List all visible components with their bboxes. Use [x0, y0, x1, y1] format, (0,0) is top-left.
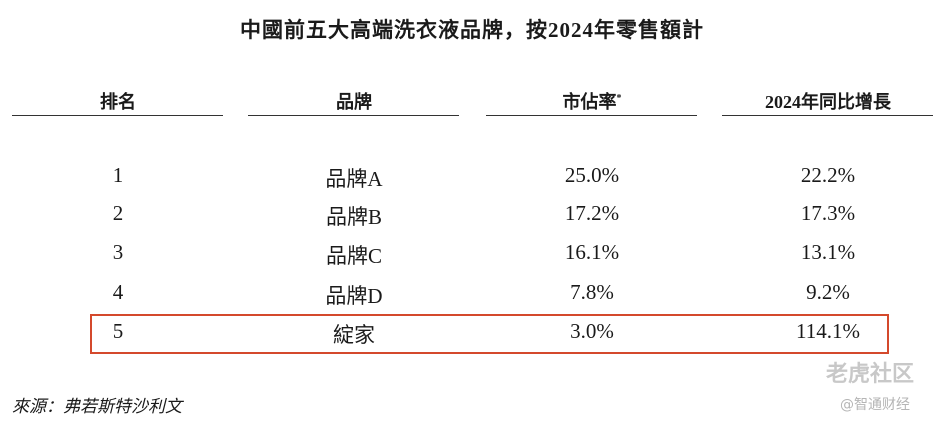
header-rule — [12, 115, 223, 116]
table-cell: 16.1% — [564, 240, 620, 264]
table-cell: 25.0% — [564, 163, 620, 187]
column-header-text: 2024年同比增長 — [765, 92, 891, 112]
table-cell: 4 — [112, 280, 124, 304]
table-cell: 3 — [112, 240, 124, 264]
table-cell: 品牌D — [325, 284, 383, 308]
table-cell: 2 — [112, 201, 124, 225]
table-cell: 7.8% — [570, 280, 614, 304]
header-rule — [722, 115, 933, 116]
table-cell: 3.0% — [570, 319, 614, 343]
highlight-box — [90, 314, 889, 354]
source-note: 來源：弗若斯特沙利文 — [12, 397, 182, 416]
column-header: 排名 — [12, 88, 224, 114]
table-cell: 9.2% — [806, 280, 850, 304]
watermark: 老虎社区 — [826, 362, 915, 387]
column-header-text: 市佔率 — [562, 92, 617, 112]
table-cell: 17.3% — [800, 201, 856, 225]
column-header: 品牌 — [248, 88, 460, 114]
table-cell: 13.1% — [800, 240, 856, 264]
table-cell: 5 — [112, 319, 124, 343]
table-cell: 1 — [112, 163, 124, 187]
footnote-mark: * — [616, 93, 622, 104]
column-header: 市佔率* — [486, 88, 698, 114]
column-header: 2024年同比增長 — [722, 88, 934, 114]
column-header-text: 排名 — [100, 92, 136, 112]
title: 中國前五大高端洗衣液品牌，按2024年零售額計 — [240, 18, 704, 42]
table-cell: 17.2% — [564, 201, 620, 225]
table-cell: 22.2% — [800, 163, 856, 187]
table-cell: 綻家 — [333, 323, 375, 347]
table-cell: 品牌A — [325, 167, 383, 191]
table-cell: 品牌C — [325, 244, 382, 268]
column-header-text: 品牌 — [336, 92, 372, 112]
header-rule — [248, 115, 459, 116]
watermark-credit: @智通财经 — [840, 397, 910, 413]
header-rule — [486, 115, 697, 116]
table-cell: 品牌B — [325, 205, 382, 229]
table-cell: 114.1% — [796, 319, 860, 343]
